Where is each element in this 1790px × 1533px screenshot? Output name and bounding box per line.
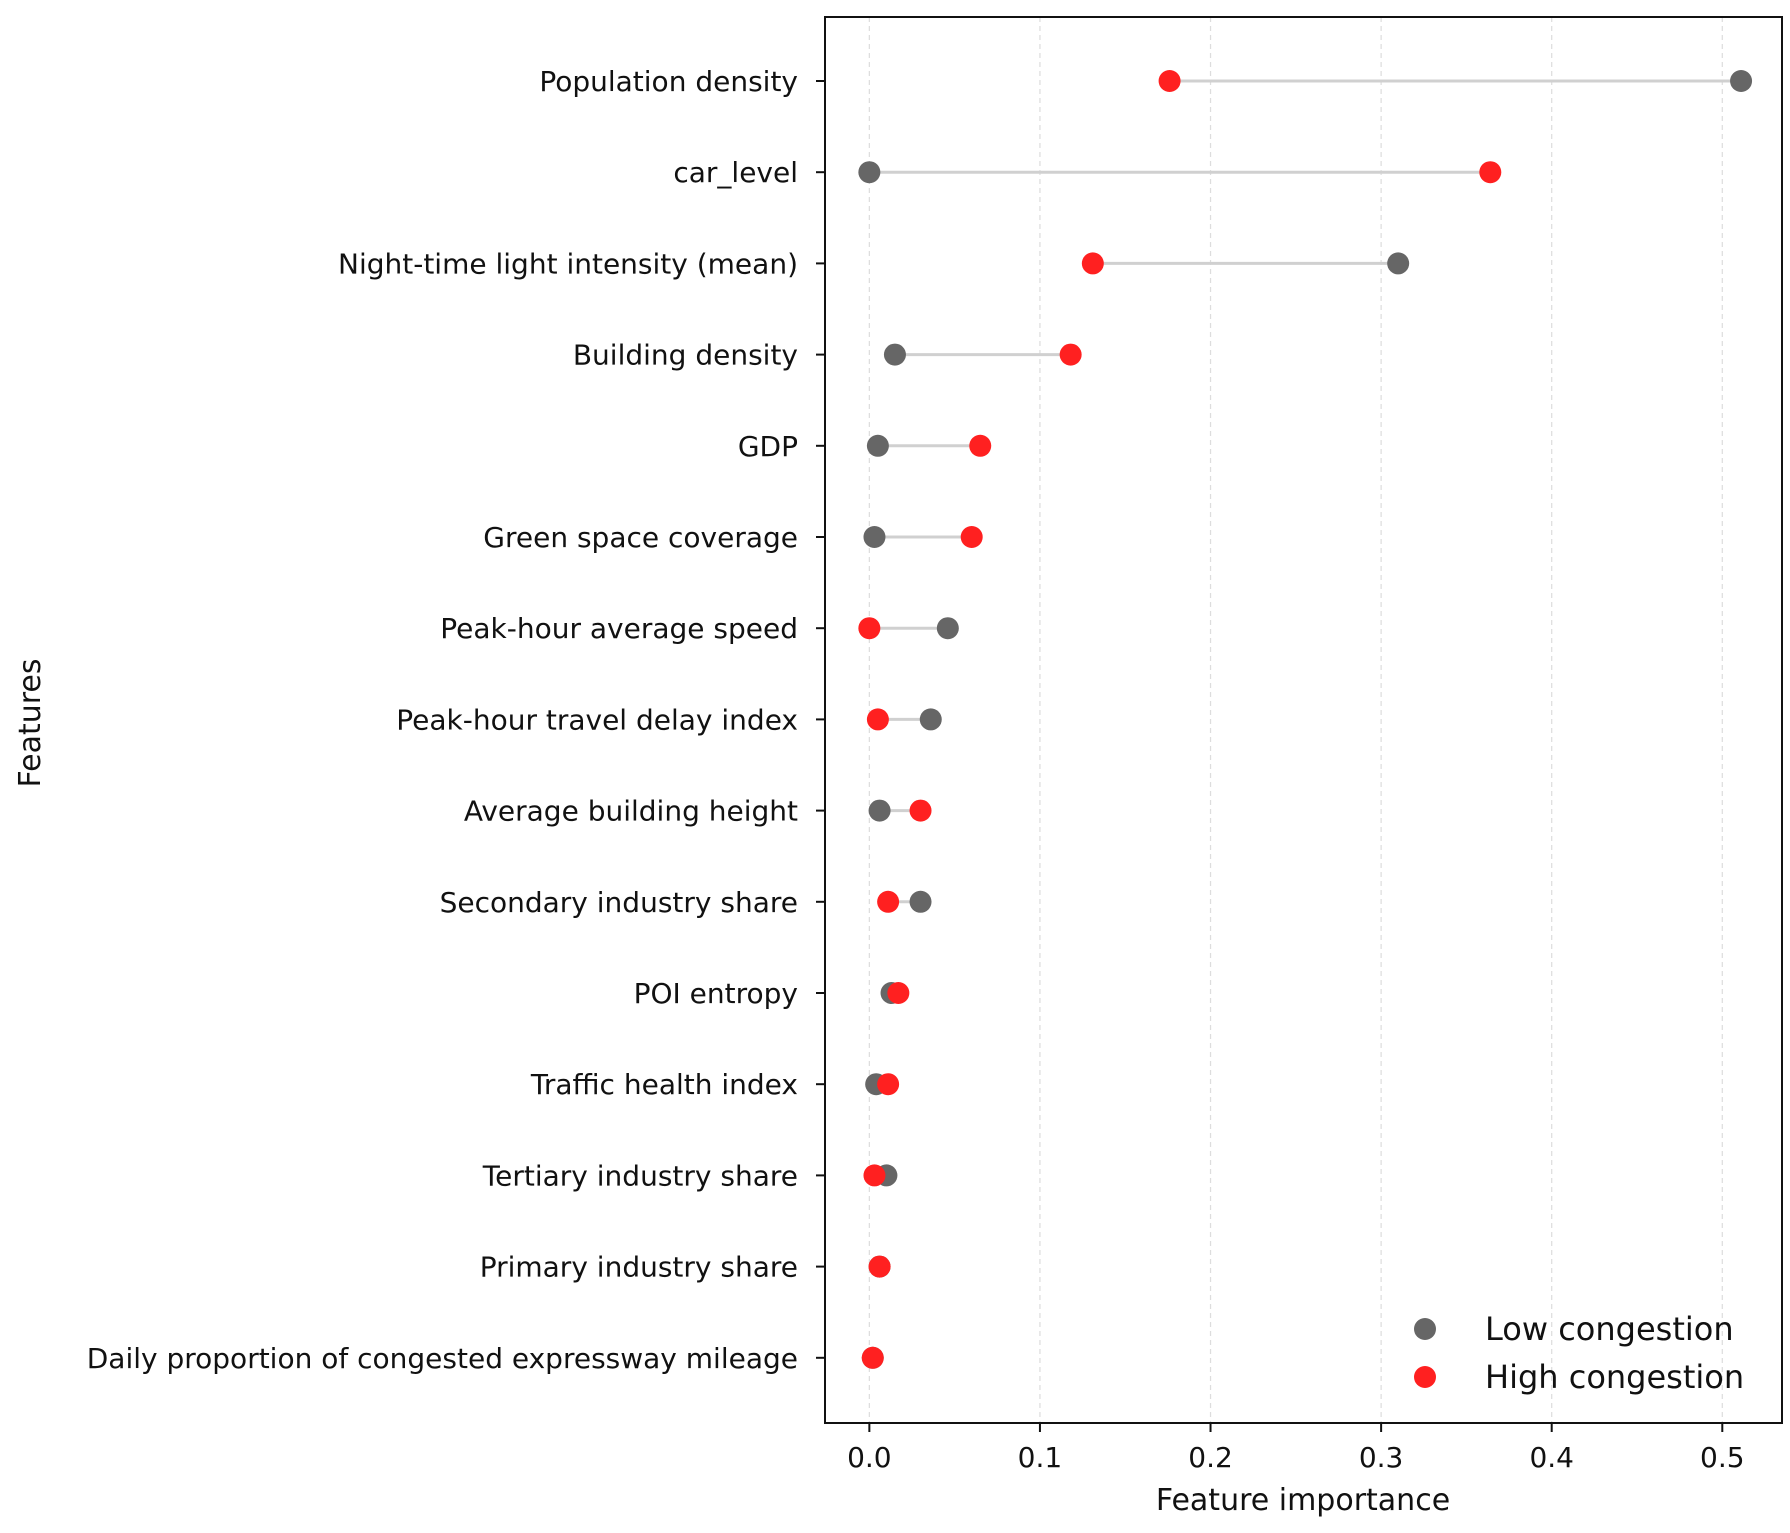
y-tick-label-12: Tertiary industry share <box>482 1159 798 1192</box>
y-tick-label-7: Peak-hour travel delay index <box>396 703 798 736</box>
point-high-congestion-2 <box>1081 252 1104 275</box>
x-tick-label-4: 0.4 <box>1529 1441 1574 1474</box>
point-high-congestion-12 <box>863 1164 886 1187</box>
point-high-congestion-8 <box>909 799 932 822</box>
point-layer <box>858 70 1753 1369</box>
point-high-congestion-7 <box>866 708 889 731</box>
x-axis-ticks: 0.0 0.1 0.2 0.3 0.4 0.5 <box>847 1423 1745 1474</box>
y-tick-label-9: Secondary industry share <box>440 886 798 919</box>
x-axis-label: Feature importance <box>1156 1483 1450 1518</box>
point-low-congestion-7 <box>919 708 942 731</box>
legend-marker-low-congestion <box>1414 1318 1436 1340</box>
x-tick-label-5: 0.5 <box>1700 1441 1745 1474</box>
legend-label-low-congestion: Low congestion <box>1485 1310 1734 1348</box>
point-low-congestion-4 <box>866 434 889 457</box>
x-tick-label-0: 0.0 <box>847 1441 892 1474</box>
x-tick-label-3: 0.3 <box>1359 1441 1404 1474</box>
y-tick-label-6: Peak-hour average speed <box>440 612 798 645</box>
y-tick-label-1: car_level <box>673 156 798 189</box>
y-tick-label-0: Population density <box>539 65 798 98</box>
point-low-congestion-1 <box>858 161 881 184</box>
y-tick-label-2: Night-time light intensity (mean) <box>338 247 798 280</box>
point-high-congestion-14 <box>861 1346 884 1369</box>
point-low-congestion-8 <box>868 799 891 822</box>
y-tick-label-8: Average building height <box>464 795 798 828</box>
point-high-congestion-4 <box>969 434 992 457</box>
point-high-congestion-13 <box>868 1255 891 1278</box>
point-high-congestion-0 <box>1158 70 1181 92</box>
point-low-congestion-6 <box>936 617 959 640</box>
point-high-congestion-5 <box>960 526 983 548</box>
point-low-congestion-5 <box>863 526 886 548</box>
y-tick-label-5: Green space coverage <box>483 521 798 554</box>
legend-marker-high-congestion <box>1414 1366 1436 1388</box>
plot-frame <box>824 16 1783 1424</box>
point-high-congestion-6 <box>858 617 881 640</box>
y-tick-label-3: Building density <box>573 339 798 372</box>
point-low-congestion-9 <box>909 890 932 913</box>
point-high-congestion-9 <box>877 890 900 913</box>
x-tick-label-2: 0.2 <box>1188 1441 1233 1474</box>
y-tick-label-4: GDP <box>738 430 798 463</box>
y-axis-label: Features <box>13 659 48 788</box>
y-tick-label-10: POI entropy <box>634 977 798 1010</box>
grid-layer <box>868 17 1723 1423</box>
point-high-congestion-11 <box>877 1073 900 1096</box>
y-tick-label-11: Traffic health index <box>530 1068 798 1101</box>
y-tick-label-13: Primary industry share <box>480 1251 798 1284</box>
point-high-congestion-3 <box>1059 343 1082 366</box>
y-axis-ticks: Population density car_level Night-time li… <box>87 65 825 1375</box>
point-low-congestion-0 <box>1730 70 1753 92</box>
legend-label-high-congestion: High congestion <box>1485 1358 1744 1396</box>
point-low-congestion-3 <box>883 343 906 366</box>
point-low-congestion-2 <box>1387 252 1410 275</box>
y-tick-label-14: Daily proportion of congested expressway… <box>87 1342 798 1375</box>
point-high-congestion-1 <box>1479 161 1502 184</box>
x-tick-label-1: 0.1 <box>1018 1441 1063 1474</box>
legend: Low congestion High congestion <box>1414 1310 1744 1396</box>
point-high-congestion-10 <box>887 982 910 1004</box>
connector-layer <box>869 79 1742 1177</box>
